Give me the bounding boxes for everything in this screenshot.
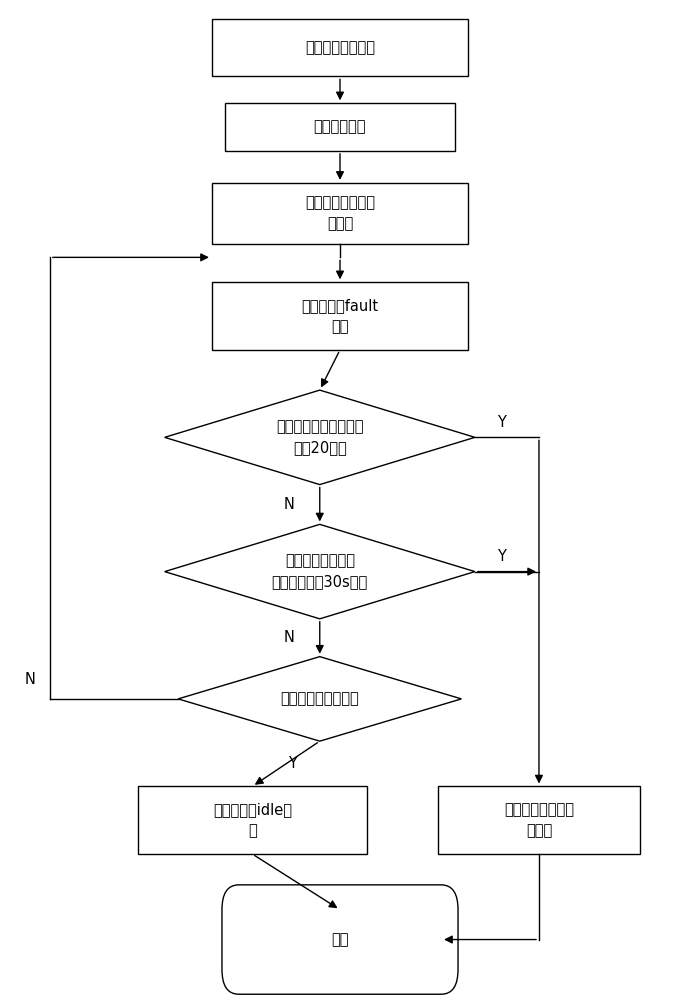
Polygon shape [165,524,475,619]
Polygon shape [178,657,462,741]
Text: 结束: 结束 [331,932,349,947]
Text: Y: Y [498,415,507,430]
Text: 充电机汇报fault
状态: 充电机汇报fault 状态 [301,298,379,334]
Text: Y: Y [498,549,507,564]
FancyBboxPatch shape [225,103,455,151]
Text: N: N [284,630,295,645]
FancyBboxPatch shape [212,183,468,244]
Text: 充电机进入不可恢
复处理: 充电机进入不可恢 复处理 [504,802,574,838]
FancyBboxPatch shape [438,786,640,854]
Text: 充电机汇报idle状
态: 充电机汇报idle状 态 [213,802,292,838]
Text: 检测故障是否恢复？: 检测故障是否恢复？ [280,691,359,706]
Text: 检测到可恢复故障: 检测到可恢复故障 [305,40,375,55]
Text: N: N [24,672,35,686]
Text: 故障是否连续发生次数
大于20次？: 故障是否连续发生次数 大于20次？ [276,419,364,455]
Text: 故障恢复超时计数
器是否超时（30s）？: 故障恢复超时计数 器是否超时（30s）？ [271,554,368,590]
FancyBboxPatch shape [212,19,468,76]
FancyBboxPatch shape [137,786,367,854]
Text: Y: Y [288,756,297,771]
Text: 关闭高压输出: 关闭高压输出 [313,120,367,135]
Text: 启动故障恢复超时
计数器: 启动故障恢复超时 计数器 [305,196,375,232]
FancyBboxPatch shape [212,282,468,350]
Text: N: N [284,497,295,512]
Polygon shape [165,390,475,485]
FancyBboxPatch shape [222,885,458,994]
